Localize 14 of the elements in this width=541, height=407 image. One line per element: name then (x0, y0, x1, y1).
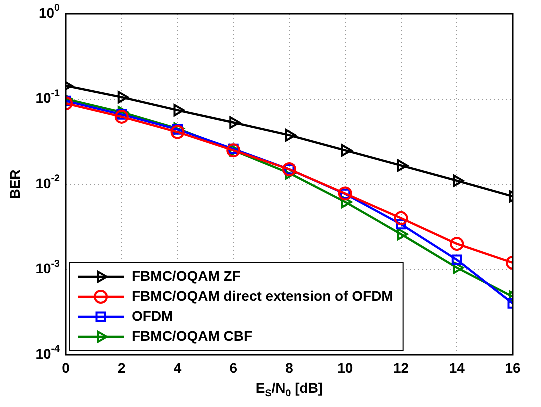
x-tick-label: 0 (62, 360, 70, 376)
legend-label: FBMC/OQAM direct extension of OFDM (132, 288, 394, 304)
legend-label: FBMC/OQAM CBF (132, 328, 253, 344)
x-tick-label: 6 (230, 360, 238, 376)
legend-label: FBMC/OQAM ZF (132, 268, 242, 284)
x-tick-label: 14 (449, 360, 466, 376)
x-tick-label: 16 (505, 360, 521, 376)
x-tick-label: 2 (118, 360, 126, 376)
legend-label: OFDM (132, 308, 174, 324)
x-tick-label: 8 (286, 360, 294, 376)
y-axis-title: BER (6, 170, 23, 200)
x-tick-label: 12 (393, 360, 410, 376)
x-tick-label: 10 (338, 360, 354, 376)
x-tick-label: 4 (174, 360, 182, 376)
